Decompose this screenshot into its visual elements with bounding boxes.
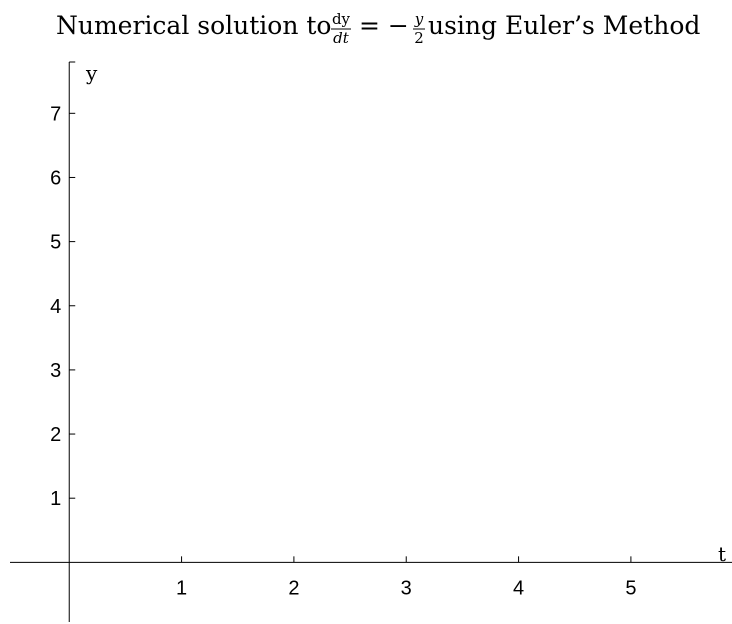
title-frac2-denominator: 2 (414, 29, 424, 47)
title-prefix: Numerical solution to (56, 11, 332, 40)
y-tick-label: 2 (50, 424, 61, 446)
chart-title: Numerical solution to dy dt = − y 2 usin… (56, 10, 700, 47)
x-tick-label: 5 (625, 577, 636, 599)
y-tick-label: 6 (50, 167, 61, 189)
title-suffix: using Euler’s Method (428, 11, 700, 40)
x-tick-label: 2 (288, 577, 299, 599)
y-axis-label: y (85, 61, 98, 85)
x-tick-label: 4 (513, 577, 524, 599)
title-equals: = − (359, 11, 409, 40)
x-ticks: 1 2 3 4 5 (176, 556, 636, 599)
x-tick-label: 3 (401, 577, 412, 599)
y-ticks: 1 2 3 4 5 6 7 (50, 103, 76, 510)
y-tick-label: 5 (50, 232, 61, 254)
y-tick-label: 4 (50, 296, 61, 318)
x-axis-label: t (718, 542, 726, 566)
y-tick-label: 3 (50, 360, 61, 382)
title-frac1-denominator: dt (333, 29, 350, 47)
y-tick-label: 1 (50, 488, 61, 510)
title-frac2-numerator: y (414, 10, 424, 28)
title-frac1-numerator: dy (332, 10, 351, 28)
x-tick-label: 1 (176, 577, 187, 599)
y-tick-label: 7 (50, 103, 61, 125)
